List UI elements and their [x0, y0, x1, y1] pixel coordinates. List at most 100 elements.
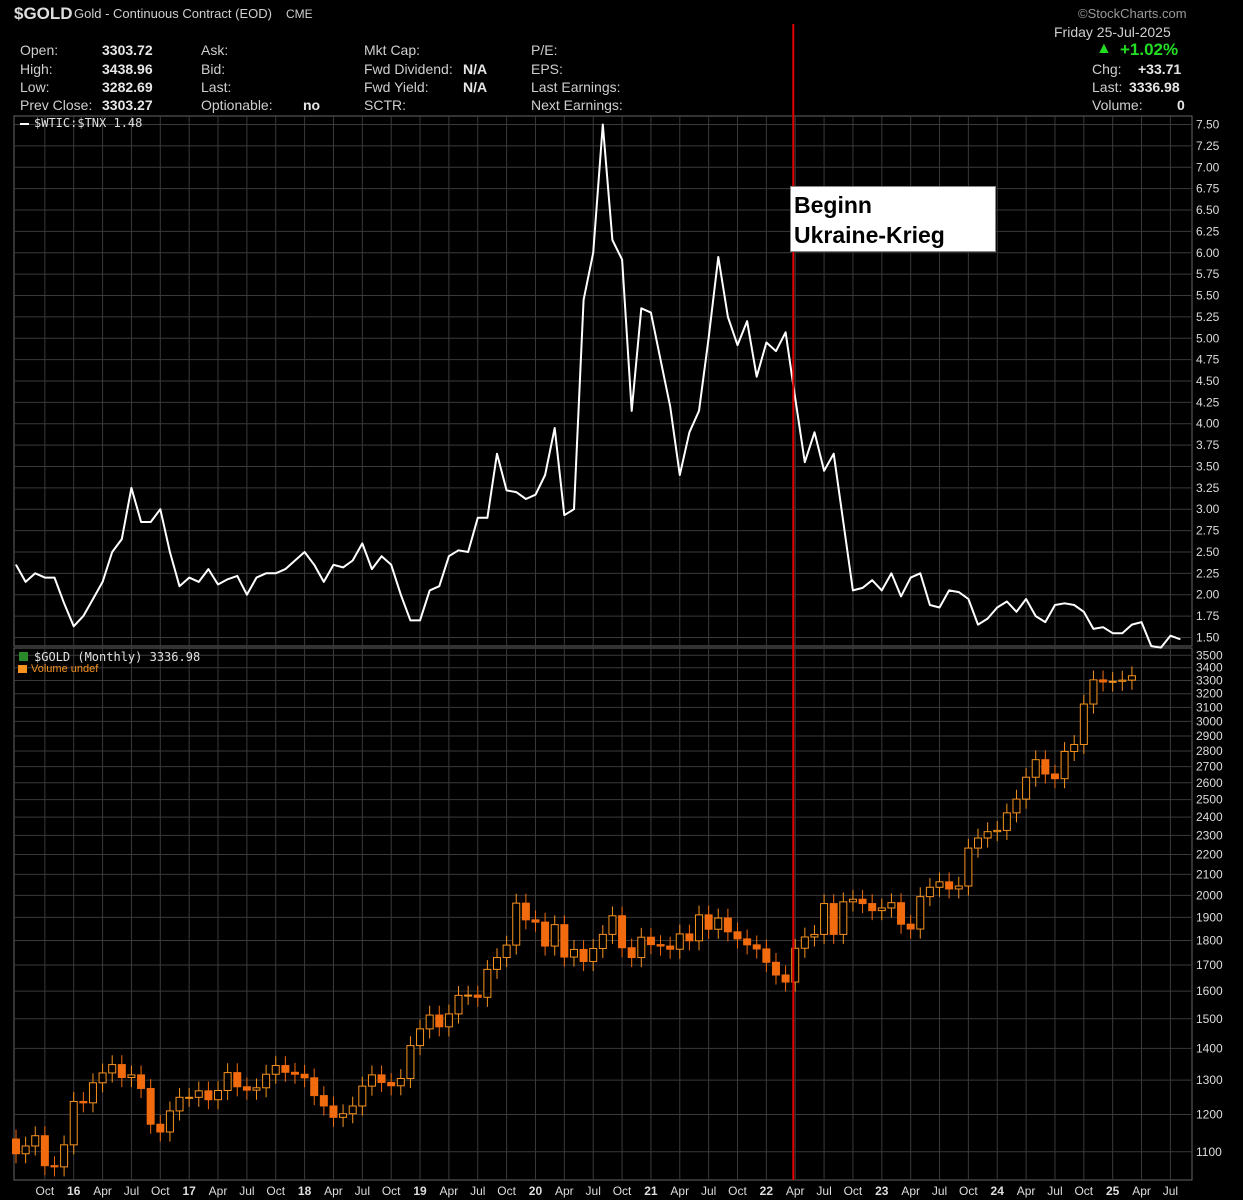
ratio-point	[746, 320, 748, 322]
ratio-point	[929, 604, 931, 606]
candle-body	[666, 945, 675, 950]
ratio-point	[967, 598, 969, 600]
candle-body	[435, 1014, 444, 1028]
x-tick-label: 19	[413, 1184, 427, 1198]
y-tick-label: 1200	[1196, 1107, 1223, 1121]
ratio-point	[486, 517, 488, 519]
ask-label: Ask:	[201, 42, 229, 58]
ratio-point	[573, 508, 575, 510]
high-value: 3438.96	[102, 61, 153, 77]
candle-body	[416, 1028, 425, 1047]
ratio-point	[25, 581, 27, 583]
candle-body	[531, 919, 540, 923]
x-tick-label: Oct	[151, 1184, 170, 1198]
ratio-point	[592, 252, 594, 254]
ratio-point	[323, 581, 325, 583]
gold-legend: $GOLD (Monthly) 3336.98	[34, 650, 201, 664]
candle-body	[88, 1082, 97, 1104]
eps-label: EPS:	[531, 61, 563, 77]
ratio-point	[188, 577, 190, 579]
x-tick-label: 16	[67, 1184, 81, 1198]
ratio-point	[63, 602, 65, 604]
ratio-point	[15, 564, 17, 566]
y-tick-label: 4.75	[1196, 353, 1220, 367]
candle-body	[464, 994, 473, 997]
candle-body	[589, 947, 598, 963]
ratio-point	[938, 606, 941, 609]
ratio-point	[582, 299, 585, 301]
candle-body	[146, 1087, 155, 1125]
ratio-point	[506, 489, 508, 492]
ratio-point	[217, 583, 219, 586]
ratio-point	[284, 568, 286, 570]
ratio-point	[1035, 615, 1037, 617]
stockcharts-brand[interactable]: ©StockCharts.com	[1078, 6, 1187, 21]
candle-body	[300, 1073, 309, 1079]
y-tick-label: 2000	[1196, 888, 1223, 902]
ratio-point	[1063, 602, 1066, 604]
candle-body	[1041, 759, 1050, 775]
x-tick-label: Apr	[324, 1184, 343, 1198]
ratio-point	[688, 431, 691, 433]
ratio-point	[871, 579, 873, 581]
ratio-series-line	[15, 123, 1181, 649]
ratio-point	[1092, 628, 1095, 630]
candle-body	[974, 837, 982, 849]
ratio-point	[1112, 632, 1114, 634]
volume-label: Volume:	[1092, 97, 1143, 113]
ratio-point	[101, 581, 104, 583]
candle-body	[791, 947, 800, 983]
y-tick-label: 3000	[1196, 714, 1223, 728]
x-tick-label: Apr	[555, 1184, 574, 1198]
candle-body	[887, 902, 896, 909]
ratio-point	[400, 594, 402, 596]
ratio-point	[34, 572, 36, 574]
ratio-point	[736, 344, 739, 346]
ratio-point	[198, 581, 200, 583]
ratio-point	[756, 376, 758, 378]
candle-body	[541, 921, 550, 947]
ratio-point	[727, 316, 729, 318]
candle-body	[877, 907, 886, 912]
y-tick-label: 6.25	[1196, 224, 1220, 238]
candle-body	[550, 924, 559, 947]
fwd-yield-label: Fwd Yield:	[364, 79, 429, 95]
y-tick-label: 6.75	[1196, 182, 1220, 196]
y-tick-label: 7.50	[1196, 118, 1220, 132]
ratio-point	[352, 559, 354, 562]
x-tick-label: Apr	[209, 1184, 228, 1198]
x-tick-label: Oct	[36, 1184, 55, 1198]
y-tick-label: 3100	[1196, 700, 1223, 714]
candle-body	[1070, 743, 1079, 752]
candle-body	[156, 1123, 165, 1133]
x-tick-label: Oct	[613, 1184, 632, 1198]
ratio-point	[919, 572, 921, 574]
y-tick-label: 5.25	[1196, 310, 1220, 324]
ratio-point	[813, 431, 816, 433]
candle-body	[521, 902, 530, 921]
ratio-point	[640, 307, 642, 309]
chg-value: +33.71	[1138, 61, 1182, 77]
candle-body	[897, 902, 906, 925]
candle-body	[329, 1105, 338, 1118]
y-tick-label: 3200	[1196, 687, 1223, 701]
ratio-point	[842, 521, 844, 523]
ratio-point	[294, 559, 296, 562]
candle-body	[800, 936, 809, 949]
ratio-point	[150, 521, 152, 523]
low-label: Low:	[20, 79, 50, 95]
ratio-point	[409, 619, 412, 621]
y-tick-label: 2700	[1196, 760, 1223, 774]
ratio-point	[833, 453, 835, 455]
y-tick-label: 2600	[1196, 776, 1223, 790]
ratio-point	[659, 359, 662, 361]
x-tick-label: Jul	[1163, 1184, 1178, 1198]
y-tick-label: 6.00	[1196, 246, 1220, 260]
ratio-point	[82, 615, 84, 617]
ratio-point	[342, 566, 344, 568]
candle-body	[137, 1074, 146, 1089]
ratio-point	[958, 591, 960, 593]
candle-body	[646, 936, 655, 946]
ratio-point	[1015, 611, 1018, 613]
ratio-point	[236, 575, 238, 577]
